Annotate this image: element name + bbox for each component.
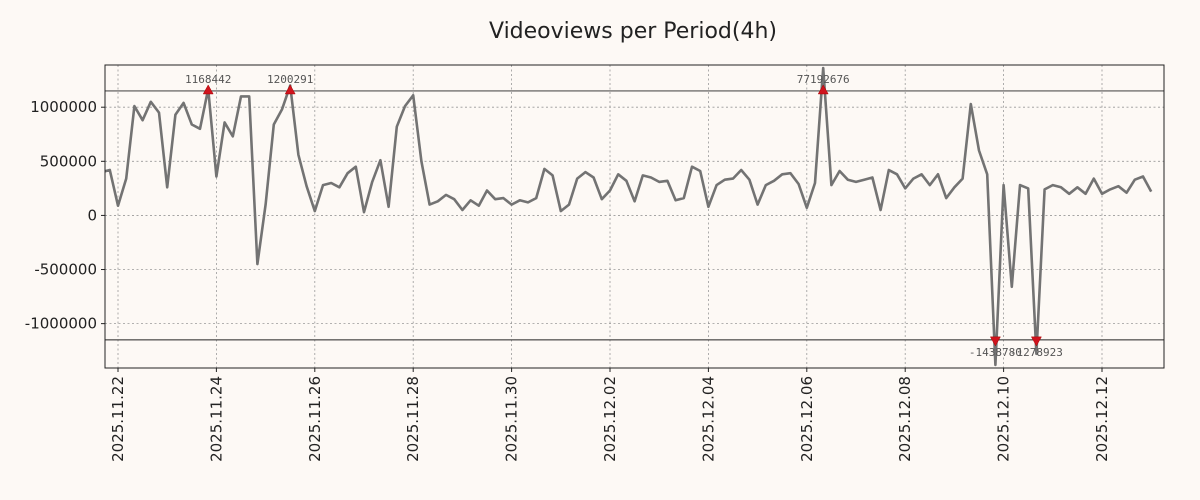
plot-frame xyxy=(104,64,1165,369)
peak-label: 1200291 xyxy=(267,73,313,86)
trough-label: -1438780 xyxy=(969,346,1022,359)
grid xyxy=(105,65,1164,368)
reference-lines xyxy=(105,90,1164,341)
peak-marker xyxy=(817,84,829,95)
trough-marker xyxy=(989,336,1001,347)
x-tick-label: 2025.12.08 xyxy=(896,376,914,462)
y-tick-label: -500000 xyxy=(34,261,97,279)
y-axis: 1000000 500000 0 -500000 -1000000 xyxy=(25,98,105,333)
x-tick-label: 2025.11.26 xyxy=(306,376,324,462)
x-axis: 2025.11.22 2025.11.24 2025.11.26 2025.11.28… xyxy=(109,368,1111,462)
y-tick-label: 500000 xyxy=(40,152,97,170)
y-tick-label: -1000000 xyxy=(25,315,97,333)
x-tick-label: 2025.11.24 xyxy=(207,376,225,462)
peak-marker xyxy=(202,84,214,95)
x-tick-label: 2025.12.04 xyxy=(699,376,717,462)
peak-marker xyxy=(284,84,296,95)
x-tick-label: 2025.11.28 xyxy=(404,376,422,462)
y-tick-label: 1000000 xyxy=(30,98,97,116)
trough-label: -1278923 xyxy=(1010,346,1063,359)
x-tick-label: 2025.12.06 xyxy=(798,376,816,462)
x-tick-label: 2025.12.02 xyxy=(601,376,619,462)
x-tick-label: 2025.11.22 xyxy=(109,376,127,462)
x-tick-label: 2025.12.10 xyxy=(995,376,1013,462)
series-layer xyxy=(105,66,1153,367)
trough-marker xyxy=(1030,336,1042,347)
chart-title: Videoviews per Period(4h) xyxy=(489,19,777,44)
annotations: 1168442 1200291 77192676 -1438780-1278923 xyxy=(185,73,1063,359)
peak-label: 77192676 xyxy=(797,73,850,86)
series-line xyxy=(105,66,1153,367)
peak-label: 1168442 xyxy=(185,73,231,86)
y-tick-label: 0 xyxy=(87,206,97,224)
x-tick-label: 2025.11.30 xyxy=(503,376,521,462)
x-tick-label: 2025.12.12 xyxy=(1093,376,1111,462)
